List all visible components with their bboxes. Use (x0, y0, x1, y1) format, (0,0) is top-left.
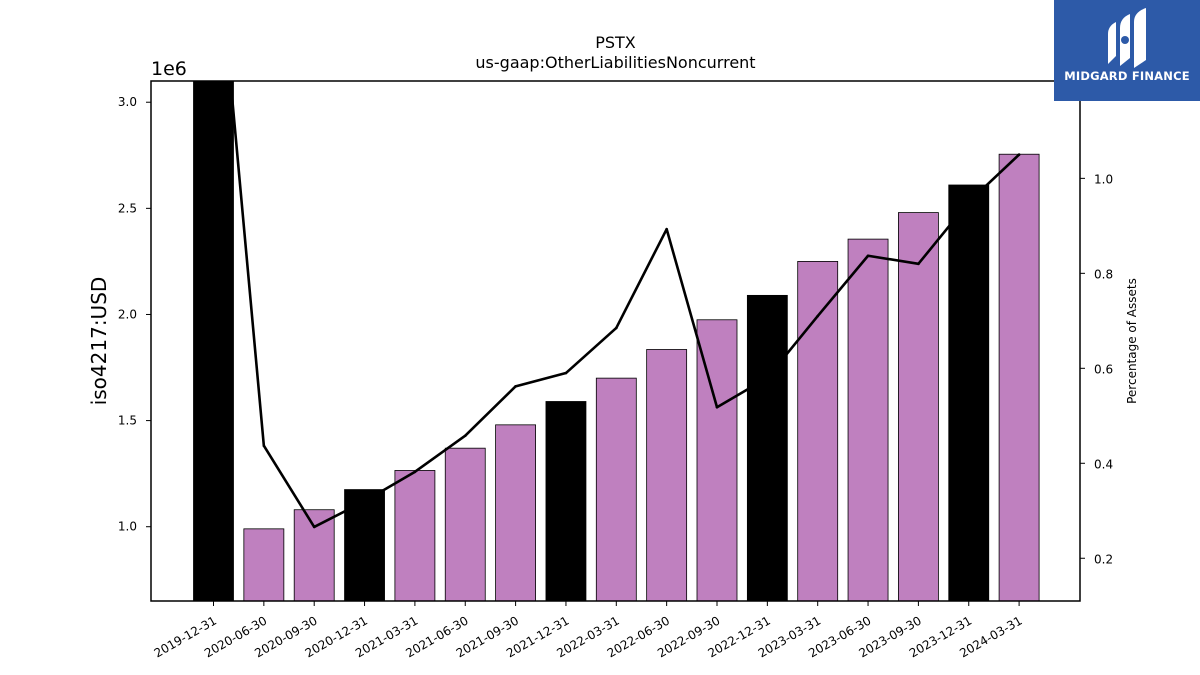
brand-logo: MIDGARD FINANCE (1054, 0, 1200, 101)
y-tick-label: 3.0 (118, 95, 137, 109)
chart-subtitle: us-gaap:OtherLiabilitiesNoncurrent (475, 53, 755, 72)
bar-2023-12-31 (948, 184, 990, 601)
bar-2021-03-31 (394, 470, 436, 601)
line-point-2022-12-31 (766, 376, 769, 380)
y-tick-label: 2.0 (118, 307, 137, 321)
line-point-2023-12-31 (967, 200, 971, 204)
line-group (229, 81, 1021, 529)
y2-tick-label: 0.8 (1094, 267, 1113, 281)
line-point-2022-03-31 (615, 326, 618, 330)
bar-2020-09-30 (293, 509, 335, 601)
bar-2022-12-31 (746, 294, 788, 601)
y2-tick-label: 0.6 (1094, 362, 1113, 376)
y2-tick-label: 0.4 (1094, 457, 1113, 471)
logo-text: MIDGARD FINANCE (1064, 69, 1190, 83)
bar-2021-12-31 (545, 401, 587, 601)
plot-frame (150, 80, 1081, 602)
line-point-2023-03-31 (816, 314, 819, 318)
bar-2020-06-30 (243, 528, 285, 601)
line-point-2020-06-30 (262, 444, 266, 448)
bar-2023-09-30 (898, 212, 939, 601)
bar-2021-06-30 (444, 447, 486, 601)
line-point-2020-09-30 (312, 525, 316, 529)
y-offset-label: 1e6 (151, 58, 187, 80)
y-tick-label: 1.0 (118, 520, 137, 534)
bar-2022-03-31 (595, 377, 637, 601)
line-point-2022-09-30 (715, 405, 719, 409)
line-point-2024-03-31 (1017, 153, 1021, 156)
y2-tick-label: 0.2 (1094, 552, 1113, 566)
y2-tick-label: 1.0 (1094, 172, 1113, 186)
y-tick-label: 1.5 (118, 414, 137, 428)
line-point-2021-09-30 (514, 385, 517, 388)
bars-group (193, 81, 1040, 601)
chart-title: PSTX (595, 33, 636, 52)
y-axis-label: iso4217:USD (87, 277, 111, 406)
bar-2023-03-31 (797, 261, 839, 601)
bar-2021-09-30 (495, 424, 537, 601)
bar-2023-06-30 (847, 238, 889, 601)
bar-2020-12-31 (344, 489, 385, 601)
bar-2022-06-30 (646, 349, 688, 601)
line-point-2021-06-30 (463, 434, 467, 438)
bar-2022-09-30 (696, 319, 738, 601)
midgard-logo-icon (1108, 8, 1146, 68)
line-point-2023-06-30 (866, 254, 870, 258)
line-point-2021-03-31 (413, 470, 417, 474)
line-point-2021-12-31 (564, 371, 568, 375)
y2-axis-label: Percentage of Assets (1125, 278, 1139, 404)
line-point-2022-06-30 (665, 227, 668, 231)
line-point-2023-09-30 (917, 262, 920, 266)
bar-2019-12-31 (193, 81, 234, 601)
line-point-2020-12-31 (363, 499, 366, 503)
bar-2024-03-31 (998, 153, 1040, 601)
y-tick-label: 2.5 (118, 201, 137, 215)
